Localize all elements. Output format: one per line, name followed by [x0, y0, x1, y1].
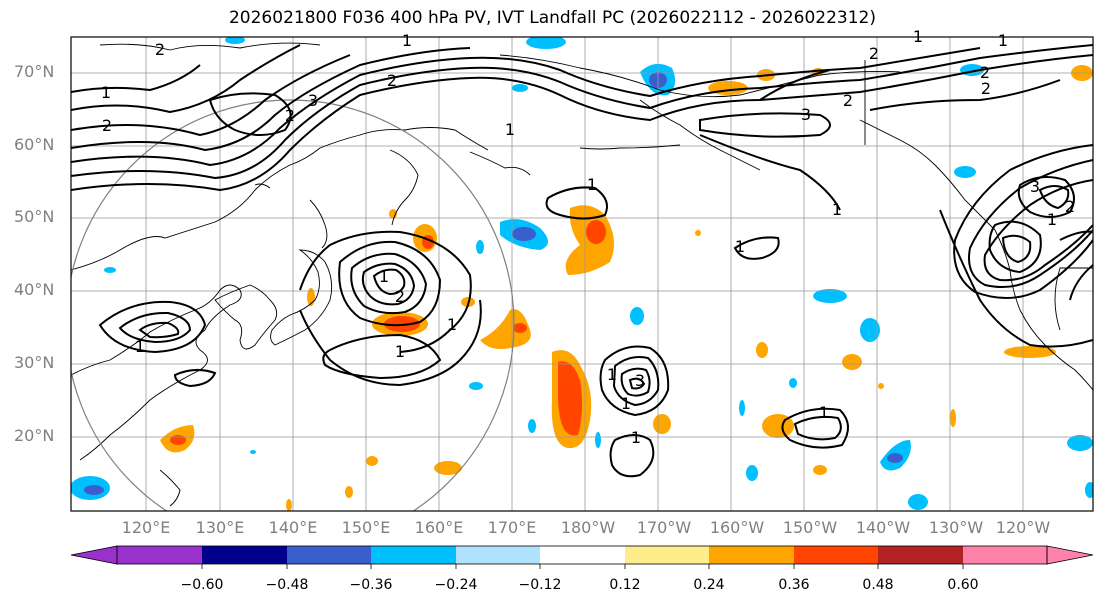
- landfall-circle: [71, 99, 515, 511]
- contour-label: 1: [135, 337, 145, 356]
- lon-label: 130°W: [928, 518, 984, 537]
- lat-label: 70°N: [14, 62, 55, 81]
- contour-label: 1: [1047, 210, 1057, 229]
- contour-label: 1: [101, 83, 111, 102]
- colorbar-tick-label: 0.24: [693, 577, 725, 593]
- contour-label: 1: [402, 31, 412, 50]
- contour-label: 1: [621, 394, 631, 413]
- lon-label: 150°E: [341, 518, 391, 537]
- lon-label: 140°E: [268, 518, 318, 537]
- lat-label: 60°N: [14, 135, 55, 154]
- colorbar-tick-label: 0.36: [778, 577, 810, 593]
- pc-blob-positive: [586, 220, 606, 244]
- lon-label: 130°E: [195, 518, 245, 537]
- colorbar-extend-high: [1046, 545, 1094, 565]
- contour-label: 2: [1065, 197, 1075, 216]
- pc-blob-negative: [512, 227, 536, 241]
- pc-blob-positive: [170, 435, 186, 445]
- contour-label: 1: [819, 403, 829, 422]
- lat-label: 40°N: [14, 280, 55, 299]
- pc-blob-positive: [389, 209, 397, 219]
- lon-label: 180°W: [560, 518, 616, 537]
- pv-contours: [71, 44, 1093, 478]
- lon-label: 160°W: [709, 518, 765, 537]
- lon-label: 170°E: [487, 518, 537, 537]
- lat-label: 50°N: [14, 207, 55, 226]
- chart-title: 2026021800 F036 400 hPa PV, IVT Landfall…: [228, 8, 876, 28]
- contour-label: 2: [155, 40, 165, 59]
- contour-label: 2: [395, 287, 405, 306]
- contour-label: 2: [981, 79, 991, 98]
- contour-label: 3: [1030, 177, 1040, 196]
- colorbar-tick-label: 0.60: [947, 577, 979, 593]
- contour-label: 1: [447, 315, 457, 334]
- contour-label: 2: [869, 44, 879, 63]
- lon-label: 120°E: [121, 518, 171, 537]
- graticule: [71, 37, 1093, 511]
- lat-label: 20°N: [14, 426, 55, 445]
- colorbar-tick-label: 0.12: [609, 577, 641, 593]
- colorbar-tick-label: 0.48: [862, 577, 894, 593]
- lon-label: 150°W: [782, 518, 838, 537]
- contour-label: 1: [631, 428, 641, 447]
- pc-blob-negative: [476, 240, 484, 254]
- colorbar-tick-label: −0.36: [349, 577, 393, 593]
- contour-label: 2: [102, 116, 112, 135]
- contour-label: 1: [607, 365, 617, 384]
- contour-label: 1: [395, 342, 405, 361]
- pc-shading: [71, 37, 1093, 511]
- contour-label: 2: [980, 63, 990, 82]
- contour-label: 3: [635, 371, 645, 390]
- lon-label: 140°W: [855, 518, 911, 537]
- lat-label: 30°N: [14, 353, 55, 372]
- contour-label: 1: [998, 31, 1008, 50]
- colorbar-tick-label: −0.60: [180, 577, 224, 593]
- contour-labels: 2 1 2 3 2 1 2 1 2 2 3 2 1 3 1 1 1 1 2 1 …: [101, 27, 1075, 447]
- contour-label: 3: [801, 105, 811, 124]
- pc-blob-positive: [480, 309, 531, 349]
- lon-label: 120°W: [995, 518, 1051, 537]
- contour-label: 1: [735, 237, 745, 256]
- colorbar: [70, 545, 1094, 569]
- lon-label: 160°E: [414, 518, 464, 537]
- lon-label: 170°W: [636, 518, 692, 537]
- contour-label: 3: [308, 91, 318, 110]
- colorbar-tick-label: −0.48: [265, 577, 309, 593]
- colorbar-tick-label: −0.12: [518, 577, 562, 593]
- colorbar-extend-low: [70, 545, 118, 565]
- contour-label: 1: [832, 200, 842, 219]
- pc-blob-positive: [558, 361, 583, 436]
- pc-blob-positive: [513, 323, 527, 333]
- contour-label: 1: [379, 267, 389, 286]
- contour-label: 2: [387, 71, 397, 90]
- contour-label: 1: [587, 175, 597, 194]
- map-frame: [70, 36, 1094, 512]
- contour-label: 1: [505, 120, 515, 139]
- colorbar-tick-label: −0.24: [434, 577, 478, 593]
- contour-label: 2: [285, 106, 295, 125]
- contour-label: 2: [843, 91, 853, 110]
